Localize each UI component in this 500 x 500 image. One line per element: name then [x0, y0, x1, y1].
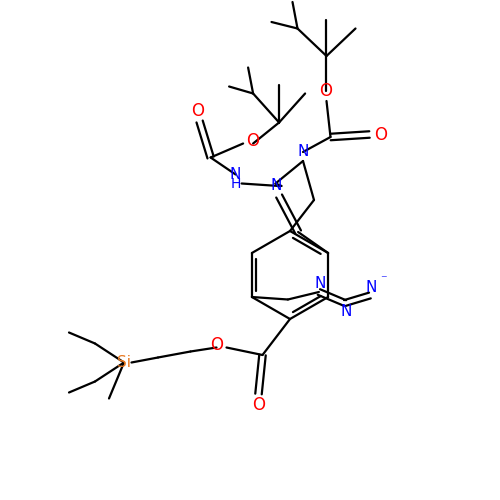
Text: O: O [246, 132, 260, 150]
Text: N: N [230, 167, 241, 182]
Text: N: N [314, 276, 326, 291]
Text: Si: Si [117, 355, 131, 370]
Text: O: O [374, 126, 387, 144]
Text: O: O [210, 336, 223, 354]
Text: N: N [271, 178, 282, 194]
Text: N: N [365, 280, 376, 294]
Text: N: N [298, 144, 308, 160]
Text: H: H [230, 178, 241, 192]
Text: O: O [191, 102, 204, 119]
Text: N: N [340, 304, 351, 320]
Text: O: O [319, 82, 332, 100]
Text: ⁻: ⁻ [380, 273, 387, 286]
Text: O: O [252, 396, 265, 414]
